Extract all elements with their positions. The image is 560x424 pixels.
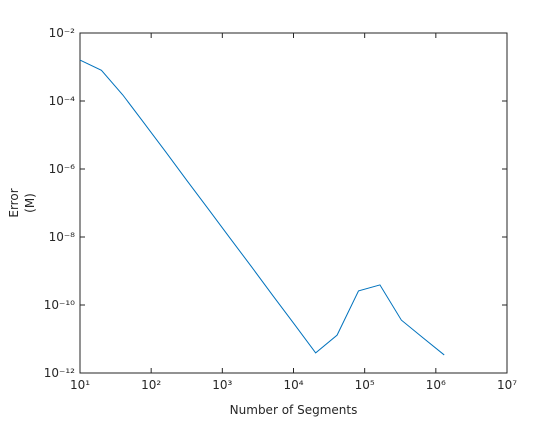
y-tick-label: 10⁻⁶ <box>49 162 76 176</box>
x-tick-label: 10³ <box>212 378 232 392</box>
x-tick-label: 10⁶ <box>426 378 446 392</box>
y-tick-label: 10⁻¹⁰ <box>44 298 75 312</box>
x-tick-label: 10⁴ <box>283 378 303 392</box>
y-axis-label: Error <box>7 188 21 217</box>
y-tick-label: 10⁻⁴ <box>49 94 76 108</box>
y-tick-label: 10⁻¹² <box>44 366 75 380</box>
y-axis-label: (M) <box>23 193 37 213</box>
axes-box <box>79 32 508 374</box>
x-tick-label: 10¹ <box>70 378 90 392</box>
x-tick-label: 10⁷ <box>497 378 517 392</box>
y-tick-label: 10⁻⁸ <box>49 230 76 244</box>
x-tick-label: 10² <box>141 378 161 392</box>
y-tick-label: 10⁻² <box>49 26 76 40</box>
x-axis-label: Number of Segments <box>230 403 358 417</box>
x-tick-label: 10⁵ <box>355 378 375 392</box>
data-line <box>79 59 445 356</box>
